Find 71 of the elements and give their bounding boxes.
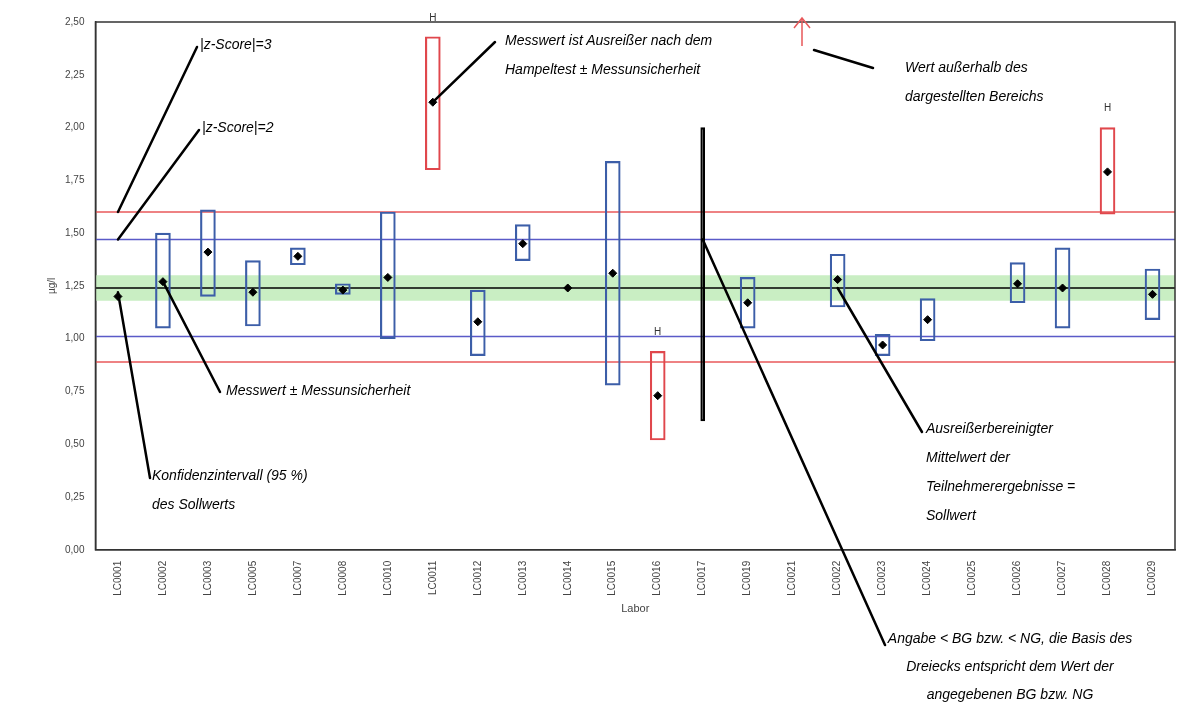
x-tick-label: LC0014 — [561, 560, 573, 596]
bar — [1054, 247, 1071, 329]
y-tick-label: 0,75 — [64, 385, 85, 397]
x-tick-label: LC0019 — [741, 560, 753, 596]
y-tick-label: 2,00 — [64, 121, 85, 133]
annotation: Wert außerhalb des dargestellten Bereichs — [905, 58, 1045, 106]
point — [1013, 279, 1023, 289]
x-tick-label: LC0013 — [516, 560, 528, 596]
x-tick-label: LC0016 — [651, 560, 663, 596]
x-tick-label: LC0029 — [1146, 560, 1158, 596]
x-tick-label: LC0025 — [966, 560, 978, 596]
annotation: Angabe < BG bzw. < NG, die Basis des Dreiecks entspricht dem Wert der angegebenen BG bzw. NG — [886, 629, 1134, 704]
x-tick-label: LC0028 — [1101, 560, 1113, 596]
x-tick-label: LC0026 — [1011, 560, 1023, 596]
point — [833, 275, 843, 285]
y-tick-label: 1,50 — [64, 226, 85, 238]
bar — [469, 289, 486, 356]
point — [1148, 289, 1158, 299]
x-tick-label: LC0001 — [111, 560, 123, 596]
annotation: Messwert ist Ausreißer nach dem Hampeltest ± Messunsicherheit — [505, 31, 714, 79]
point — [653, 391, 663, 401]
annotation: Messwert ± Messunsicherheit — [226, 381, 412, 400]
bar — [424, 36, 441, 171]
bar — [649, 351, 666, 441]
x-tick-label: LC0008 — [336, 560, 348, 596]
point — [1058, 283, 1068, 293]
bar — [200, 209, 216, 297]
annotation: Ausreißerbereinigter Mittelwert der Teilnehmerergebnisse = Sollwert — [926, 419, 1077, 525]
x-tick-label: LC0027 — [1056, 560, 1068, 596]
point — [1103, 167, 1113, 177]
point — [608, 268, 618, 278]
point — [383, 272, 393, 282]
point — [248, 287, 258, 297]
x-tick-label: LC0024 — [921, 560, 933, 596]
point — [923, 315, 933, 325]
y-tick-label: 2,25 — [64, 68, 85, 80]
y-tick-label: 1,00 — [64, 332, 85, 344]
x-tick-label: LC0022 — [831, 560, 843, 596]
x-tick-label: LC0003 — [201, 560, 213, 596]
y-tick-label: 2,50 — [64, 15, 85, 27]
x-tick-label: LC0015 — [606, 560, 618, 596]
x-tick-label: LC0010 — [381, 560, 393, 596]
y-tick-label: 0,50 — [64, 437, 85, 449]
x-tick-label: LC0021 — [786, 560, 798, 596]
annotation: H — [1103, 102, 1112, 114]
annotation: Konfidenzintervall (95 %) des Sollwerts — [152, 466, 309, 514]
y-tick-label: 1,25 — [64, 279, 85, 291]
x-tick-label: LC0011 — [426, 560, 438, 596]
x-axis-title: Labor — [621, 602, 650, 615]
point — [473, 317, 483, 327]
annotation: |z-Score|=2 — [202, 118, 275, 137]
bar — [380, 211, 396, 339]
point — [743, 298, 753, 308]
x-tick-label: LC0007 — [291, 560, 303, 596]
x-tick-label: LC0002 — [156, 560, 168, 596]
annotation: H — [429, 11, 437, 23]
y-tick-label: 0,00 — [64, 543, 85, 555]
y-axis-title: µg/l — [45, 277, 57, 295]
bar — [604, 161, 621, 386]
x-tick-label: LC0012 — [471, 560, 483, 596]
x-tick-label: LC0023 — [876, 560, 888, 596]
y-tick-label: 0,25 — [64, 490, 85, 502]
bar — [1099, 127, 1116, 215]
bar — [245, 260, 261, 327]
x-tick-label: LC0005 — [246, 560, 258, 596]
point — [563, 283, 573, 293]
y-tick-label: 1,75 — [64, 174, 85, 186]
annotation: |z-Score|=3 — [200, 35, 273, 54]
x-tick-label: LC0017 — [696, 560, 708, 596]
point — [203, 247, 213, 257]
annotation: H — [654, 326, 662, 338]
